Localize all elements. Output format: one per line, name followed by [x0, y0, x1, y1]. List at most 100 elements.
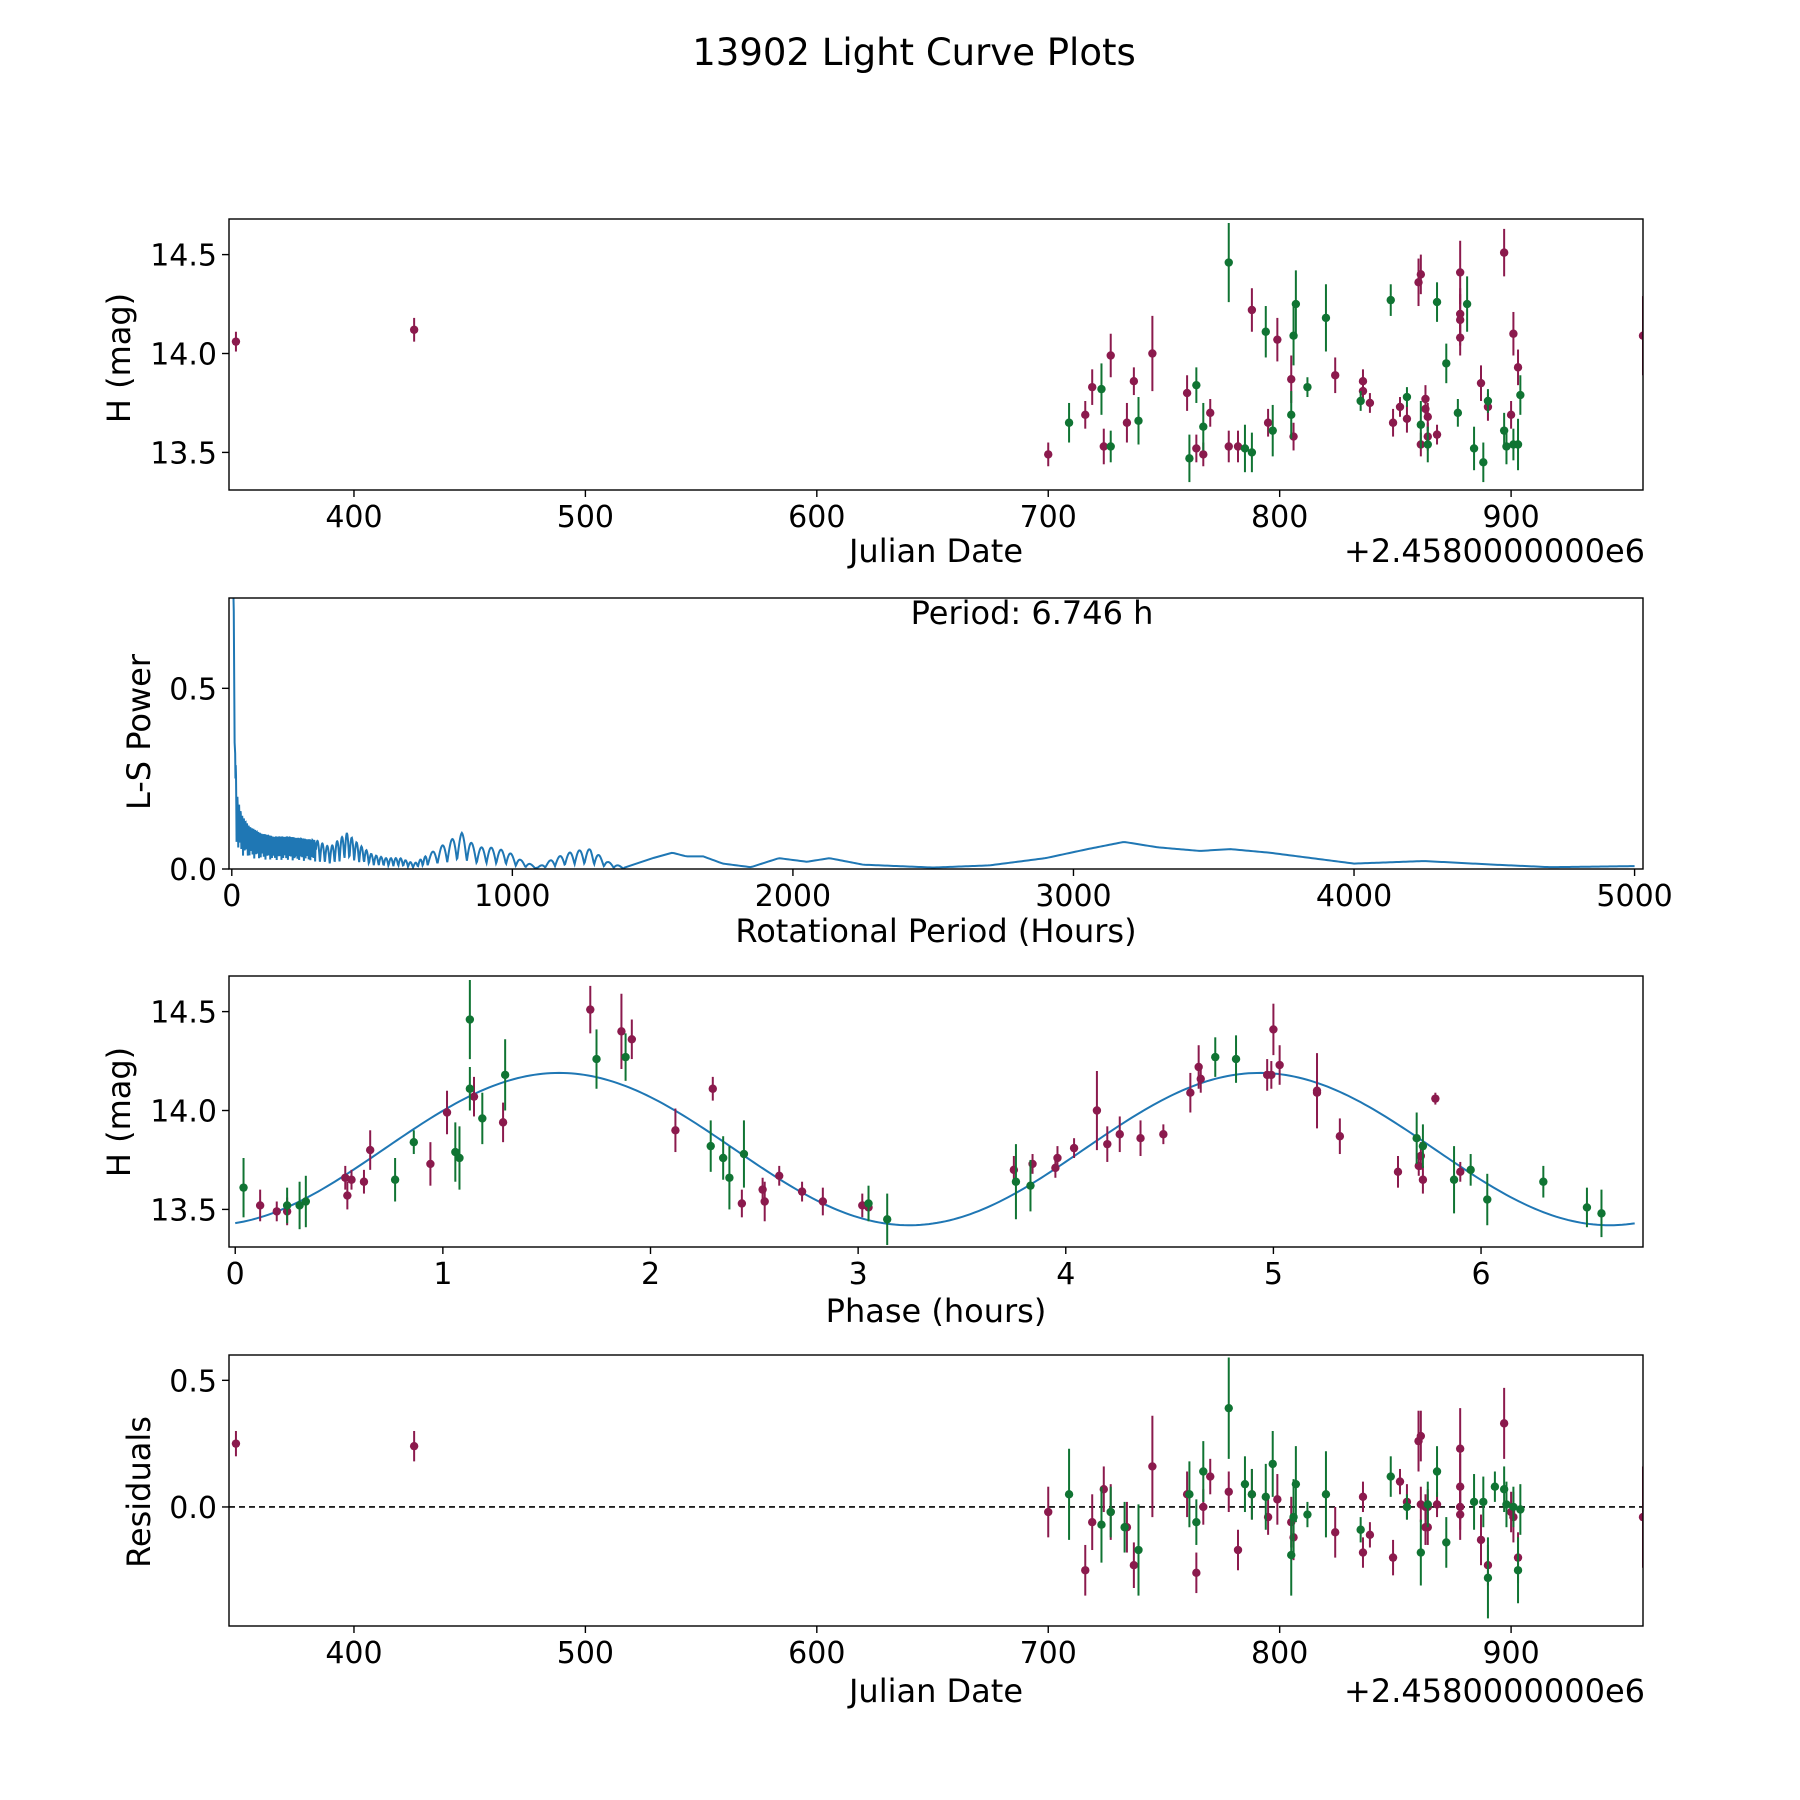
data-point	[1416, 1431, 1426, 1441]
data-point	[451, 1147, 460, 1157]
data-point	[1287, 410, 1296, 420]
data-point	[1053, 1153, 1062, 1163]
periodogram-ylabel: L-S Power	[120, 653, 158, 810]
residuals-axes-frame	[228, 1354, 1644, 1627]
data-point	[1186, 1088, 1195, 1097]
data-point	[1432, 1500, 1442, 1509]
x-tick-label: 4	[1056, 1257, 1075, 1292]
x-tick-label: 900	[1482, 500, 1539, 535]
data-point	[1122, 418, 1132, 427]
data-point	[1455, 268, 1465, 277]
data-point	[1092, 1106, 1102, 1115]
data-point	[1106, 351, 1115, 360]
data-point	[708, 1084, 717, 1093]
data-point	[1199, 450, 1208, 459]
data-point	[818, 1197, 828, 1206]
data-point	[1268, 426, 1277, 435]
data-point	[1418, 1175, 1428, 1184]
data-point	[1224, 1487, 1233, 1496]
light-curve-marks	[231, 222, 1643, 483]
data-point	[1192, 1517, 1201, 1527]
data-point	[1509, 329, 1518, 338]
data-point	[1455, 1502, 1465, 1512]
data-point	[1120, 1523, 1129, 1532]
light-curve-offset-label: +2.4580000000e6	[1344, 532, 1645, 570]
phased-xlabel: Phase (hours)	[826, 1292, 1047, 1330]
x-tick-label: 0	[226, 1257, 245, 1292]
data-point	[1097, 1520, 1106, 1529]
y-tick-label: 13.5	[150, 436, 217, 471]
phased-marks	[235, 979, 1635, 1246]
data-point	[1206, 408, 1215, 418]
data-point	[1432, 430, 1442, 439]
phased-plot-area: 0 1 2 3 4 5 6 13.5 14.0 14.5	[150, 975, 1644, 1292]
data-point	[1509, 1502, 1518, 1512]
data-point	[469, 1092, 479, 1101]
data-point	[343, 1191, 352, 1200]
data-point	[1358, 1548, 1368, 1557]
residuals-marks	[229, 1357, 1643, 1619]
data-point	[1115, 1130, 1124, 1139]
x-tick-label: 700	[1020, 500, 1077, 535]
data-point	[1088, 1517, 1097, 1527]
data-point	[465, 1084, 475, 1093]
data-point	[1423, 412, 1432, 422]
data-point	[1136, 1134, 1145, 1143]
data-point	[239, 1183, 248, 1192]
x-tick-label: 3000	[1035, 879, 1111, 914]
x-tick-label: 3	[849, 1257, 868, 1292]
data-point	[1412, 1134, 1421, 1143]
data-point	[365, 1145, 375, 1155]
data-point	[1476, 1535, 1486, 1545]
data-point	[1335, 1132, 1345, 1141]
data-point	[1182, 388, 1192, 398]
data-point	[1388, 1553, 1398, 1562]
data-point	[1044, 1507, 1053, 1517]
data-point	[272, 1207, 281, 1216]
data-point	[359, 1177, 369, 1186]
data-point	[760, 1197, 769, 1206]
residuals-ylabel: Residuals	[120, 1416, 158, 1568]
data-point	[1199, 1467, 1208, 1476]
data-point	[1466, 1165, 1475, 1175]
x-tick-label: 6	[1471, 1257, 1490, 1292]
data-point	[1502, 442, 1511, 451]
data-point	[1453, 408, 1463, 418]
periodogram-plot-area: 0 1000 2000 3000 4000 5000 0.0 0.5	[169, 597, 1673, 914]
y-tick-label: 14.0	[150, 1095, 217, 1130]
data-point	[864, 1199, 873, 1208]
data-point	[1365, 398, 1375, 408]
data-point	[586, 1005, 595, 1014]
data-point	[1582, 1203, 1592, 1212]
data-point	[1432, 1467, 1442, 1476]
residuals-panel: Residuals Julian Date +2.4580000000e6 40…	[120, 1354, 1645, 1710]
data-point	[409, 325, 419, 334]
x-tick-label: 400	[325, 1636, 382, 1671]
x-tick-label: 600	[788, 500, 845, 535]
data-point	[1106, 442, 1115, 451]
data-point	[455, 1153, 464, 1163]
x-tick-label: 5	[1264, 1257, 1283, 1292]
data-point	[1479, 458, 1488, 467]
data-point	[426, 1159, 435, 1169]
data-point	[409, 1137, 418, 1147]
data-point	[1476, 378, 1486, 388]
data-point	[1233, 442, 1243, 451]
data-point	[1224, 258, 1233, 267]
x-tick-label: 1000	[474, 879, 550, 914]
data-point	[1431, 1094, 1440, 1103]
data-point	[1483, 1195, 1492, 1204]
data-point	[1416, 420, 1426, 429]
data-point	[1449, 1175, 1459, 1184]
data-point	[1106, 1507, 1115, 1517]
data-point	[1513, 363, 1523, 372]
data-point	[1261, 1492, 1270, 1502]
data-point	[1261, 327, 1270, 336]
x-tick-label: 400	[325, 500, 382, 535]
data-point	[1134, 1545, 1143, 1555]
data-point	[1192, 444, 1201, 453]
data-point	[1275, 1060, 1284, 1070]
data-point	[1268, 1459, 1277, 1469]
data-point	[1469, 444, 1479, 453]
x-tick-label: 2	[641, 1257, 660, 1292]
